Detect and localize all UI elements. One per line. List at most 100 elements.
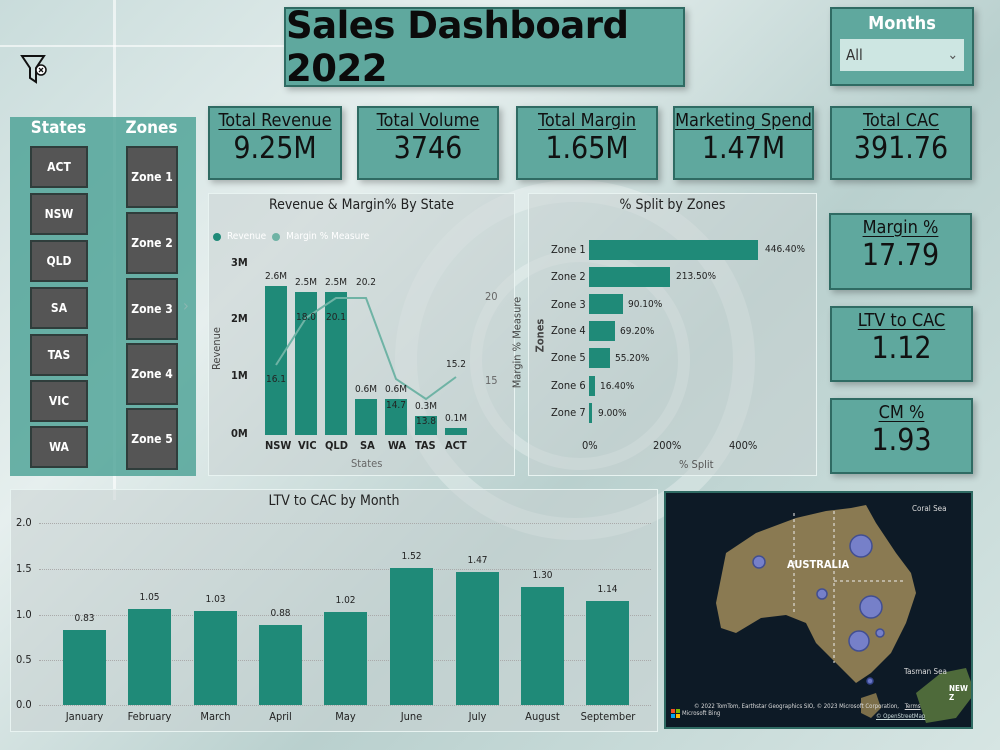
bar-zone-5[interactable] — [589, 348, 610, 368]
bar-august[interactable] — [521, 587, 564, 705]
bar-nsw[interactable] — [265, 286, 287, 435]
map-label-australia: AUSTRALIA — [787, 558, 850, 571]
x-tick: March — [200, 710, 231, 723]
kpi-value: 3746 — [393, 131, 463, 166]
legend-revenue-dot — [213, 232, 221, 241]
microsoft-bing-logo: Microsoft Bing — [671, 709, 720, 718]
data-label: 0.88 — [270, 608, 291, 619]
bar-january[interactable] — [63, 630, 106, 705]
zone-button-5[interactable]: Zone 5 — [126, 408, 178, 470]
clear-filter-icon[interactable] — [20, 52, 50, 86]
kpi-label: CM % — [878, 402, 925, 423]
x-tick: June — [400, 710, 423, 723]
chevron-right-icon[interactable]: › — [183, 296, 189, 315]
kpi-total-volume: Total Volume 3746 — [357, 106, 499, 180]
state-button-nsw[interactable]: NSW — [30, 193, 88, 235]
bar-zone-7[interactable] — [589, 403, 592, 423]
x-tick: QLD — [325, 439, 348, 452]
bar-september[interactable] — [586, 601, 629, 705]
x-tick: 400% — [729, 439, 758, 452]
data-label: 0.3M — [414, 401, 438, 412]
y2-tick: 20 — [485, 290, 498, 303]
kpi-value: 1.12 — [871, 331, 932, 366]
data-label: 69.20% — [620, 326, 655, 337]
state-button-tas[interactable]: TAS — [30, 334, 88, 376]
bar-june[interactable] — [390, 568, 433, 705]
months-slicer: Months All ⌄ — [830, 7, 974, 86]
data-label: 14.7 — [385, 400, 407, 411]
x-axis-title: % Split — [679, 458, 714, 471]
map-attribution: © 2022 TomTom, Earthstar Geographics SIO… — [694, 703, 921, 710]
bar-act[interactable] — [445, 428, 467, 435]
data-label: 1.05 — [139, 592, 160, 603]
openstreetmap-link[interactable]: © OpenStreetMap — [876, 713, 926, 720]
chevron-down-icon: ⌄ — [947, 47, 958, 63]
kpi-value: 9.25M — [233, 131, 317, 166]
zone-button-3[interactable]: Zone 3 — [126, 278, 178, 340]
x-axis-title: States — [351, 457, 383, 470]
kpi-cm-pct: CM % 1.93 — [830, 398, 973, 474]
x-tick: NSW — [265, 439, 292, 452]
x-tick: February — [127, 710, 172, 723]
bar-july[interactable] — [456, 572, 499, 705]
bar-wa[interactable] — [385, 399, 407, 435]
kpi-label: Total Revenue — [218, 110, 332, 131]
dashboard-title-card: Sales Dashboard 2022 — [284, 4, 685, 90]
bar-april[interactable] — [259, 625, 302, 705]
y-tick: Zone 7 — [551, 406, 586, 419]
states-zones-slicer-panel: States Zones ACT NSW QLD SA TAS VIC WA Z… — [10, 117, 196, 476]
x-tick: WA — [388, 439, 407, 452]
kpi-value: 391.76 — [853, 131, 949, 166]
kpi-value: 1.47M — [701, 131, 786, 166]
bar-zone-2[interactable] — [589, 267, 670, 287]
bar-february[interactable] — [128, 609, 171, 705]
zone-button-4[interactable]: Zone 4 — [126, 343, 178, 405]
kpi-total-margin: Total Margin 1.65M — [516, 106, 658, 180]
legend-revenue: Revenue — [227, 231, 267, 242]
state-button-qld[interactable]: QLD — [30, 240, 88, 282]
zone-button-1[interactable]: Zone 1 — [126, 146, 178, 208]
page-title: Sales Dashboard 2022 — [286, 4, 629, 90]
state-button-sa[interactable]: SA — [30, 287, 88, 329]
state-button-wa[interactable]: WA — [30, 426, 88, 468]
zone-split-chart: % Split by Zones Zones Zone 1 446.40% Zo… — [528, 193, 817, 476]
kpi-value: 1.93 — [871, 423, 932, 458]
data-label: 15.2 — [445, 359, 467, 370]
bar-zone-3[interactable] — [589, 294, 623, 314]
states-header: States — [30, 118, 87, 138]
x-tick: VIC — [298, 439, 317, 452]
state-button-act[interactable]: ACT — [30, 146, 88, 188]
x-tick: July — [468, 710, 487, 723]
states-slicer: States — [10, 117, 107, 138]
y-tick: 3M — [231, 256, 248, 269]
bar-zone-6[interactable] — [589, 376, 595, 396]
state-button-vic[interactable]: VIC — [30, 380, 88, 422]
months-dropdown[interactable]: All ⌄ — [840, 39, 964, 71]
kpi-label: Total Margin — [538, 110, 636, 131]
y-tick: 0M — [231, 427, 248, 440]
zones-slicer: Zones — [107, 117, 196, 138]
y-tick: Zone 5 — [551, 351, 586, 364]
bar-zone-1[interactable] — [589, 240, 758, 260]
y-tick: 2.0 — [16, 516, 32, 529]
data-label: 9.00% — [598, 408, 627, 419]
bar-march[interactable] — [194, 611, 237, 705]
legend-margin: Margin % Measure — [286, 231, 370, 242]
bar-tas[interactable] — [415, 416, 437, 435]
zone-button-2[interactable]: Zone 2 — [126, 212, 178, 274]
australia-map[interactable]: AUSTRALIA Coral Sea Tasman Sea NEW Z © 2… — [664, 491, 973, 729]
map-landmass — [716, 505, 971, 723]
bar-zone-4[interactable] — [589, 321, 615, 341]
bar-sa[interactable] — [355, 399, 377, 435]
terms-link[interactable]: Terms — [904, 703, 921, 710]
margin-line — [275, 297, 457, 401]
gridline — [39, 569, 651, 570]
ltv-cac-month-chart: LTV to CAC by Month 2.0 1.5 1.0 0.5 0.0 … — [10, 489, 658, 732]
x-tick: 200% — [653, 439, 682, 452]
data-label: 446.40% — [765, 244, 806, 255]
bar-may[interactable] — [324, 612, 367, 705]
bar-qld[interactable] — [325, 292, 347, 435]
x-tick: January — [65, 710, 104, 723]
y-tick: Zone 1 — [551, 243, 586, 256]
data-label: 2.6M — [264, 271, 288, 282]
